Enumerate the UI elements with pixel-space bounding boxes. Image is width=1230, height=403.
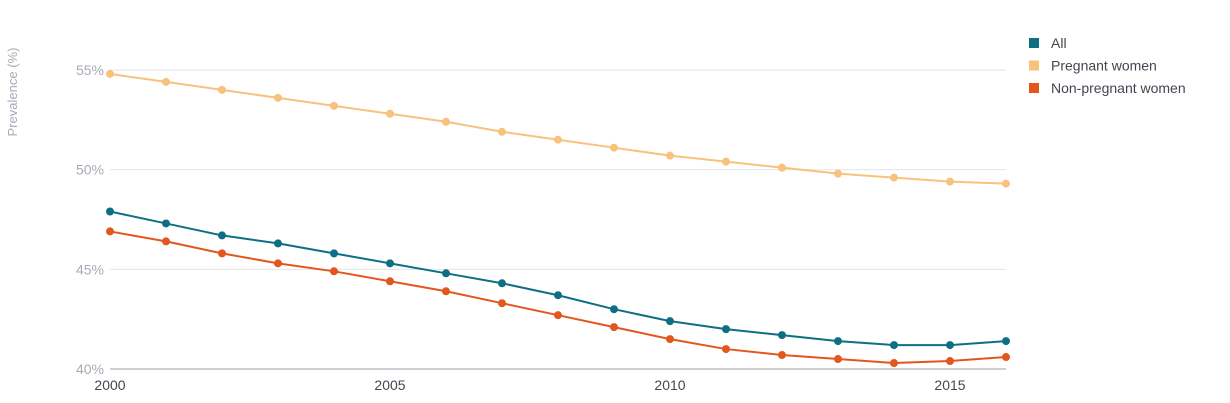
data-point[interactable] [834,337,842,346]
x-tick-label: 2015 [934,377,965,393]
data-point[interactable] [1002,337,1010,346]
data-point[interactable] [274,93,282,102]
x-tick-label: 2000 [94,377,125,393]
series-line [109,72,1007,185]
data-point[interactable] [386,277,394,286]
data-point[interactable] [330,101,338,110]
data-point[interactable] [106,69,114,78]
data-point[interactable] [722,157,730,166]
data-point[interactable] [218,85,226,94]
data-point[interactable] [946,341,954,350]
data-point[interactable] [890,173,898,182]
data-point[interactable] [498,299,506,308]
data-point[interactable] [498,279,506,288]
data-point[interactable] [666,151,674,160]
legend-swatch [1029,60,1039,71]
legend-item[interactable]: All [1029,35,1067,51]
series-1 [106,69,1010,188]
y-tick-label: 55% [76,62,104,78]
data-point[interactable] [498,127,506,136]
data-point[interactable] [722,345,730,354]
data-point[interactable] [274,259,282,268]
y-axis-ticks: 40% 45% 50% 55% [76,62,104,377]
legend-item[interactable]: Non-pregnant women [1029,80,1186,96]
data-point[interactable] [778,351,786,360]
data-point[interactable] [610,323,618,332]
data-point[interactable] [666,317,674,326]
data-point[interactable] [274,239,282,248]
data-point[interactable] [834,355,842,364]
gridlines [110,69,1006,370]
data-point[interactable] [610,305,618,314]
data-point[interactable] [834,169,842,178]
data-point[interactable] [442,117,450,126]
data-point[interactable] [890,341,898,350]
data-point[interactable] [610,143,618,152]
data-point[interactable] [946,177,954,186]
data-point[interactable] [386,109,394,118]
data-point[interactable] [218,231,226,240]
y-tick-label: 45% [76,261,104,277]
data-point[interactable] [554,135,562,144]
legend-swatch [1029,83,1039,93]
data-point[interactable] [330,249,338,258]
data-point[interactable] [946,357,954,366]
data-point[interactable] [722,325,730,334]
data-point[interactable] [106,207,114,216]
data-point[interactable] [554,291,562,300]
data-point[interactable] [162,219,170,228]
legend[interactable]: All Pregnant women Non-pregnant women [1029,35,1186,96]
data-point[interactable] [554,311,562,320]
data-point[interactable] [106,227,114,236]
y-axis-label: Prevalence (%) [5,48,20,137]
legend-label: All [1051,35,1067,51]
data-point[interactable] [1002,179,1010,188]
data-point[interactable] [778,331,786,340]
data-point[interactable] [1002,353,1010,362]
legend-item[interactable]: Pregnant women [1029,58,1157,74]
series-0 [106,207,1010,350]
series-group [106,69,1010,368]
data-point[interactable] [442,287,450,296]
data-point[interactable] [386,259,394,268]
data-point[interactable] [162,77,170,86]
x-axis-ticks: 2000 2005 2010 2015 [94,377,965,393]
y-tick-label: 50% [76,162,104,178]
legend-label: Pregnant women [1051,58,1157,74]
data-point[interactable] [218,249,226,258]
data-point[interactable] [890,359,898,368]
x-tick-label: 2010 [654,377,685,393]
data-point[interactable] [442,269,450,278]
data-point[interactable] [162,237,170,246]
x-tick-label: 2005 [374,377,405,393]
legend-swatch [1029,38,1039,48]
data-point[interactable] [666,335,674,344]
y-tick-label: 40% [76,361,104,377]
data-point[interactable] [330,267,338,276]
data-point[interactable] [778,163,786,172]
series-line [109,210,1007,347]
series-2 [106,227,1010,368]
legend-label: Non-pregnant women [1051,80,1186,96]
